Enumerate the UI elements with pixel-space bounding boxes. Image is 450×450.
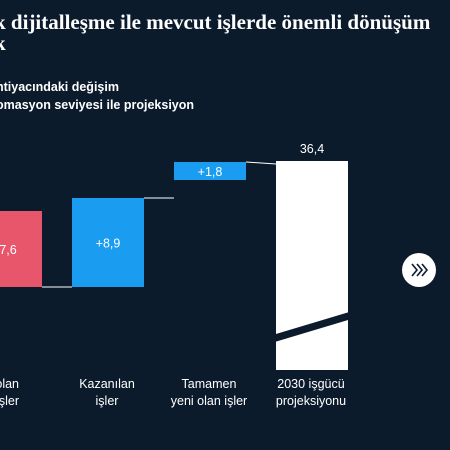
value-label-2: +1,8	[198, 165, 223, 179]
value-label-0: 7,6	[0, 243, 17, 257]
chart-subtitle: htiyacındaki değişim omasyon seviyesi il…	[0, 78, 416, 114]
next-slide-button[interactable]	[402, 253, 436, 287]
axis-break-line-bottom	[271, 317, 353, 343]
category-label-gained: Kazanılan işler	[79, 377, 135, 408]
category-label-new: Tamamen yeni olan işler	[170, 377, 248, 408]
value-label-3: 36,4	[300, 142, 324, 156]
category-label-lost: rbolanişler	[0, 377, 19, 408]
chart-title-line-2: k	[0, 33, 450, 54]
bar-1	[72, 198, 144, 287]
chart-title: k dijitalleşme ile mevcut işlerde önemli…	[0, 12, 450, 54]
axis-break-line-top	[271, 311, 353, 337]
value-label-1: +8,9	[96, 237, 121, 251]
connector-line-3	[245, 161, 277, 165]
chart-title-line-1: k dijitalleşme ile mevcut işlerde önemli…	[0, 10, 431, 34]
chevrons-right-icon	[411, 263, 429, 277]
chart-subtitle-line-1: htiyacındaki değişim	[0, 80, 119, 94]
bar-3	[276, 161, 348, 370]
chart-subtitle-line-2: omasyon seviyesi ile projeksiyon	[0, 98, 195, 112]
category-label-total: 2030 işgücü projeksiyonu	[275, 377, 347, 408]
axis-break-gap	[271, 312, 353, 342]
bar-0	[0, 211, 42, 287]
bar-2	[174, 162, 246, 180]
